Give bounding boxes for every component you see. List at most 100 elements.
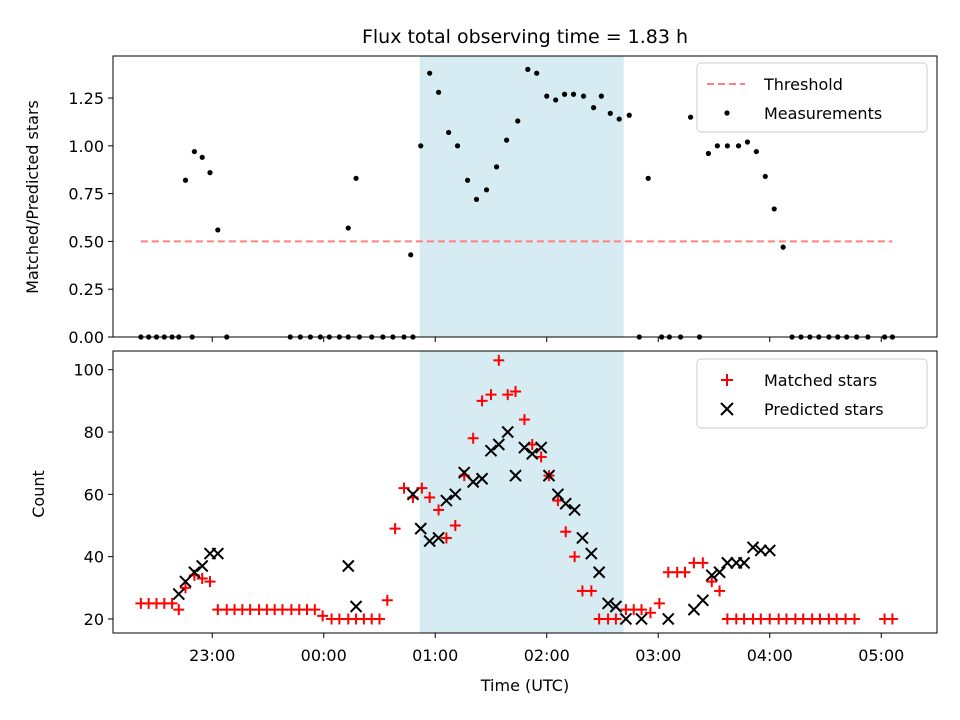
predicted-star-marker [635,612,648,626]
measurement-point [714,143,720,149]
predicted-star-marker [705,569,718,582]
predicted-star-marker [713,566,726,579]
predicted-star-marker [349,600,363,613]
top-panel: 0.00 0.25 0.50 0.75 1.00 1.25 Matched/Predict… [23,55,938,347]
predicted-star-marker [195,559,209,573]
matched-star-marker [173,604,185,616]
measurement-point [504,137,510,143]
observing-window-shade-top [419,56,624,337]
matched-star-marker [706,576,718,588]
matched-star-marker [373,613,385,625]
measurement-point [616,116,622,122]
measurement-point [446,129,452,136]
predicted-star-marker [619,612,633,626]
bottom-y-ticks: 20 40 60 80 100 [73,361,113,629]
matched-star-marker [714,585,726,597]
matched-star-marker [653,597,665,609]
predicted-star-markers [172,425,776,626]
predicted-star-marker [414,522,427,535]
matched-star-marker [569,551,581,563]
predicted-star-marker [551,488,565,501]
measurement-point [687,114,694,120]
measurement-point [780,244,786,250]
matched-star-marker [502,389,514,401]
measurement-point [483,187,490,193]
predicted-star-marker [737,556,751,570]
matched-star-marker [560,526,572,538]
measurement-point [345,225,351,231]
predicted-star-marker [754,544,768,557]
matched-star-marker [585,585,597,597]
predicted-star-marker [534,441,548,454]
measurement-point [762,173,768,180]
predicted-star-marker [763,544,776,557]
predicted-star-marker [696,594,710,607]
bottom-y-tick-label: 100 [73,361,104,380]
bottom-x-tick-label: 01:00 [412,646,458,665]
measurement-point [207,170,213,176]
matched-star-marker [636,604,648,616]
predicted-star-marker [211,547,225,560]
measurement-point [561,91,568,97]
bottom-x-tick-label: 00:00 [301,646,347,665]
measurement-point [607,110,613,116]
bottom-panel: 20 40 60 80 100 23:00 00:00 01:00 02:00 03:00 04:… [29,350,938,695]
top-y-tick-label: 1.25 [68,89,104,108]
matched-star-marker [424,491,436,503]
matched-star-marker [535,451,547,463]
predicted-star-marker [188,566,201,579]
top-y-tick-label: 0.50 [68,232,104,251]
top-legend: Threshold Measurements [696,62,928,133]
matched-star-marker [697,557,709,569]
legend-predicted-label: Predicted stars [764,400,884,419]
matched-star-marker [196,572,208,584]
matched-star-marker [381,594,393,606]
bottom-x-tick-label: 03:00 [635,646,681,665]
predicted-star-marker [609,600,623,613]
top-y-tick-label: 1.00 [68,137,104,156]
legend-measurements-label: Measurements [764,104,882,123]
bottom-legend-box [696,358,928,429]
legend-matched-label: Matched stars [764,371,877,390]
predicted-star-marker [466,475,480,489]
legend-threshold-label: Threshold [763,75,843,94]
predicted-star-marker [721,556,734,570]
matched-star-marker [449,519,461,531]
matched-star-marker [433,504,445,516]
bottom-y-tick-label: 40 [84,548,104,567]
measurement-point [493,164,500,170]
measurement-point [418,143,424,149]
measurement-point [626,112,632,118]
matched-star-marker [610,613,622,625]
top-x-ticks [211,337,882,342]
measurement-point [427,70,433,76]
matched-star-marker [467,432,479,444]
bottom-axes-frame [112,350,938,634]
matched-star-marker [510,386,522,398]
measurement-point [473,196,480,202]
measurement-point [598,93,604,99]
matched-star-marker [493,354,505,366]
bottom-x-ticks: 23:00 00:00 01:00 02:00 03:00 04:00 05:00 [189,633,904,665]
predicted-star-marker [440,494,453,507]
x-axis-label: Time (UTC) [480,676,569,695]
measurement-point [182,177,189,183]
bottom-x-tick-label: 04:00 [747,646,793,665]
measurement-point [771,206,777,212]
predicted-star-marker [518,441,531,454]
matched-star-markers [135,354,898,625]
predicted-star-marker [601,597,615,610]
measurement-point [705,150,712,157]
bottom-y-tick-label: 20 [84,610,104,629]
predicted-star-marker [542,469,556,482]
matched-star-marker [204,576,216,588]
measurement-point [454,143,461,149]
measurement-point [553,97,559,103]
measurement-point [464,177,471,183]
legend-matched-swatch [721,374,733,386]
top-y-tick-label: 0.00 [68,328,104,347]
matched-star-marker [644,607,656,619]
measurement-point [191,148,197,155]
measurement-point [408,252,414,258]
